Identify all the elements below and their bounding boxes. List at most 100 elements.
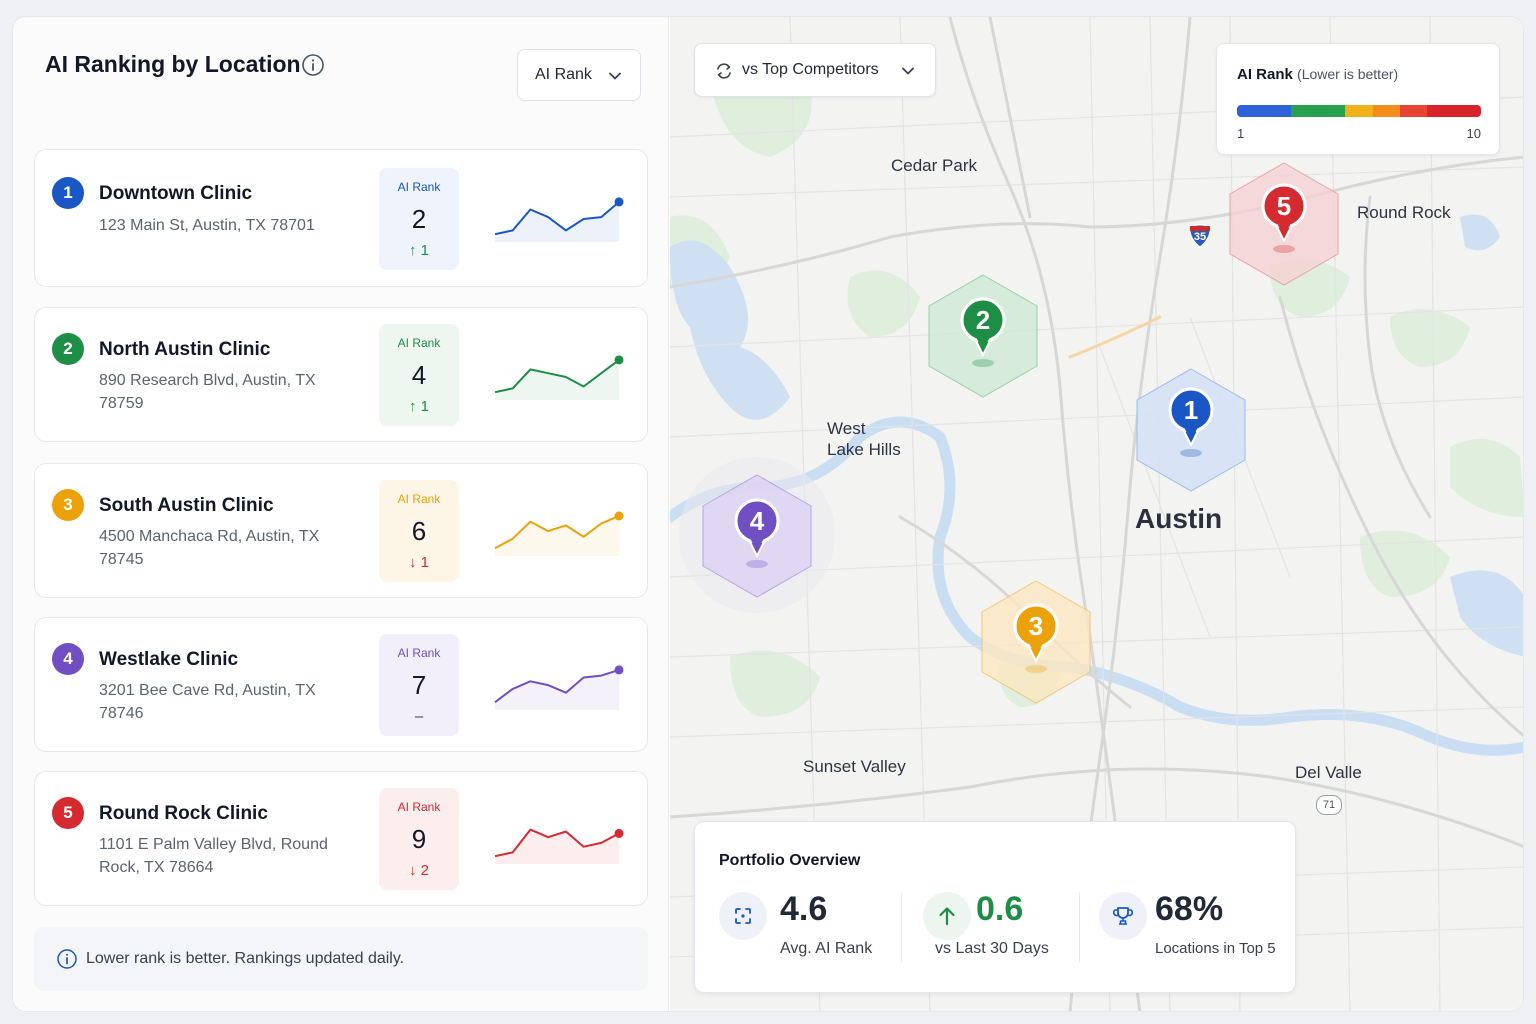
sparkline-line	[494, 201, 620, 236]
sparkline-area	[495, 515, 619, 556]
portfolio-title: Portfolio Overview	[719, 852, 861, 869]
location-name: Westlake Clinic	[99, 649, 239, 670]
location-card[interactable]: 2 North Austin Clinic 890 Research Blvd,…	[34, 307, 648, 442]
rank-change: –	[414, 708, 424, 725]
ai-rank-value: 2	[411, 204, 427, 234]
legend-title-text: AI Rank	[1237, 66, 1293, 83]
map-pin-icon: 5	[1261, 183, 1307, 253]
ai-rank-box: AI Rank 4 ↑ 1	[379, 324, 459, 426]
rank-trend-sparkline	[494, 828, 624, 864]
map-view[interactable]: 35 71 Cedar Park Round Rock West Lake Hi…	[670, 17, 1523, 1011]
ai-rank-box: AI Rank 7 –	[379, 634, 459, 736]
map-pin-1[interactable]: 1	[1162, 381, 1220, 459]
sparkline-endpoint	[614, 511, 624, 521]
legend-subtitle: (Lower is better)	[1297, 66, 1399, 82]
map-pin-number: 2	[976, 305, 990, 335]
rank-trend-sparkline	[494, 665, 624, 710]
location-number-badge: 5	[52, 797, 84, 829]
ai-rank-legend: AI Rank (Lower is better) 1 10	[1216, 43, 1500, 155]
rank-metric-select[interactable]: AI Rank	[517, 49, 641, 101]
location-card[interactable]: 4 Westlake Clinic 3201 Bee Cave Rd, Aust…	[34, 617, 648, 752]
rank-change: ↑ 1	[408, 398, 429, 415]
river	[670, 416, 1523, 756]
map-pin-2[interactable]: 2	[954, 291, 1012, 369]
ai-rank-label: AI Rank	[397, 336, 441, 350]
sparkline-endpoint	[614, 665, 624, 675]
highway-segment	[1068, 315, 1162, 359]
map-pin-number: 3	[1029, 611, 1043, 641]
map-pin-5[interactable]: 5	[1255, 177, 1313, 255]
rank-change: ↓ 1	[408, 554, 429, 571]
map-pin-icon: 3	[1013, 603, 1059, 673]
sparkline-endpoint	[614, 828, 624, 838]
state-highway-shield: 71	[1316, 795, 1342, 815]
map-pin-number: 5	[1277, 191, 1291, 221]
map-pin-4[interactable]: 4	[728, 492, 786, 570]
stat-label: Locations in Top 5	[1155, 940, 1276, 957]
stat-divider	[1079, 892, 1080, 962]
location-number-badge: 4	[52, 643, 84, 675]
sparkline-endpoint	[614, 355, 624, 365]
map-canvas	[670, 17, 1523, 1011]
legend-color-step	[1264, 105, 1292, 117]
place-label-sunset-valley: Sunset Valley	[803, 757, 906, 776]
competitor-compare-select[interactable]: vs Top Competitors	[694, 43, 936, 97]
stat-value: 0.6	[976, 890, 1024, 928]
ai-rank-value: 7	[411, 670, 427, 700]
place-label-cedar-park: Cedar Park	[891, 156, 977, 175]
location-card[interactable]: 1 Downtown Clinic 123 Main St, Austin, T…	[34, 149, 648, 287]
stat-divider	[901, 892, 902, 962]
interstate-shield-icon	[1189, 224, 1211, 248]
stat-label: Avg. AI Rank	[780, 940, 873, 957]
rank-change: ↓ 2	[408, 862, 429, 879]
ai-rank-box: AI Rank 9 ↓ 2	[379, 788, 459, 890]
place-label-west-lake-hills: West Lake Hills	[827, 419, 901, 459]
map-pin-3[interactable]: 3	[1007, 597, 1065, 675]
legend-color-step	[1237, 105, 1265, 117]
info-icon	[57, 949, 77, 969]
map-pin-number: 1	[1184, 395, 1198, 425]
rank-trend-sparkline	[494, 355, 624, 400]
location-name: Round Rock Clinic	[99, 803, 268, 824]
legend-max-label: 10	[1466, 126, 1481, 141]
map-pin-icon: 1	[1168, 387, 1214, 457]
rank-change: ↑ 1	[408, 242, 429, 259]
location-card[interactable]: 5 Round Rock Clinic 1101 E Palm Valley B…	[34, 771, 648, 906]
ai-rank-value: 4	[411, 360, 427, 390]
portfolio-overview-card: Portfolio Overview 4.6 Avg. AI Rank	[694, 821, 1296, 993]
rank-trend-sparkline	[494, 197, 624, 242]
ai-rank-box: AI Rank 6 ↓ 1	[379, 480, 459, 582]
location-name: Downtown Clinic	[99, 183, 253, 204]
legend-title: AI Rank (Lower is better)	[1237, 66, 1398, 83]
target-icon	[719, 892, 767, 940]
sparkline-line	[494, 514, 620, 550]
lakes	[670, 214, 1523, 657]
ai-rank-label: AI Rank	[397, 492, 441, 506]
arrow-up-icon	[923, 892, 971, 940]
sparkline-area	[495, 829, 619, 864]
map-pin-icon: 2	[960, 297, 1006, 367]
sparkline-line	[494, 828, 620, 858]
place-label-del-valle: Del Valle	[1295, 763, 1362, 782]
map-pin-number: 4	[750, 506, 765, 536]
stat-avg-rank: 4.6 Avg. AI Rank	[719, 888, 889, 968]
trophy-icon	[1099, 892, 1147, 940]
legend-color-scale	[1237, 105, 1481, 117]
interstate-label: 35	[1193, 231, 1207, 243]
competitor-select-label: vs Top Competitors	[742, 61, 879, 78]
info-icon[interactable]	[301, 53, 325, 77]
ai-rank-value: 9	[411, 824, 427, 854]
legend-color-step	[1426, 105, 1454, 117]
legend-color-step	[1453, 105, 1481, 117]
sparkline-area	[495, 359, 619, 400]
location-number-badge: 2	[52, 333, 84, 365]
location-card[interactable]: 3 South Austin Clinic 4500 Manchaca Rd, …	[34, 463, 648, 598]
location-address: 890 Research Blvd, Austin, TX 78759	[99, 372, 316, 412]
stat-value: 4.6	[780, 890, 828, 928]
legend-color-step	[1399, 105, 1427, 117]
location-address: 3201 Bee Cave Rd, Austin, TX 78746	[99, 682, 316, 722]
location-address: 4500 Manchaca Rd, Austin, TX 78745	[99, 528, 320, 568]
location-number-badge: 1	[52, 177, 84, 209]
stat-value: 68%	[1155, 890, 1224, 928]
ai-rank-label: AI Rank	[397, 180, 441, 194]
